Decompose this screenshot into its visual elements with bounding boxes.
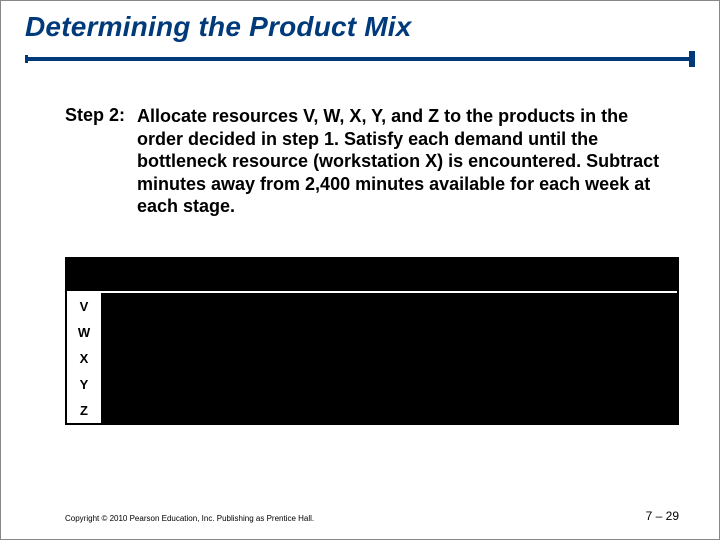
table-data-cell [101,319,677,345]
body-area: Step 2: Allocate resources V, W, X, Y, a… [65,105,671,218]
page-number: 7 – 29 [646,509,679,523]
workstation-cell: X [67,345,101,371]
table-data-cell [101,397,677,423]
workstation-cell: Y [67,371,101,397]
table-row: Y [67,371,677,397]
step-label: Step 2: [65,105,137,218]
table-data-cell [101,293,677,319]
allocation-table: V W X Y Z [65,257,679,425]
table-row: Z [67,397,677,423]
workstation-cell: V [67,293,101,319]
title-bar: Determining the Product Mix [25,11,695,61]
table-header-row [67,259,677,291]
table-row: V [67,293,677,319]
slide: Determining the Product Mix Step 2: Allo… [0,0,720,540]
footer: Copyright © 2010 Pearson Education, Inc.… [65,509,679,523]
table-data-cell [101,345,677,371]
copyright-text: Copyright © 2010 Pearson Education, Inc.… [65,514,314,523]
table-data-cell [101,371,677,397]
workstation-cell: Z [67,397,101,423]
workstation-cell: W [67,319,101,345]
slide-title: Determining the Product Mix [25,11,695,43]
table-row: X [67,345,677,371]
step-text: Allocate resources V, W, X, Y, and Z to … [137,105,671,218]
step-row: Step 2: Allocate resources V, W, X, Y, a… [65,105,671,218]
table-row: W [67,319,677,345]
title-underline [25,57,695,61]
